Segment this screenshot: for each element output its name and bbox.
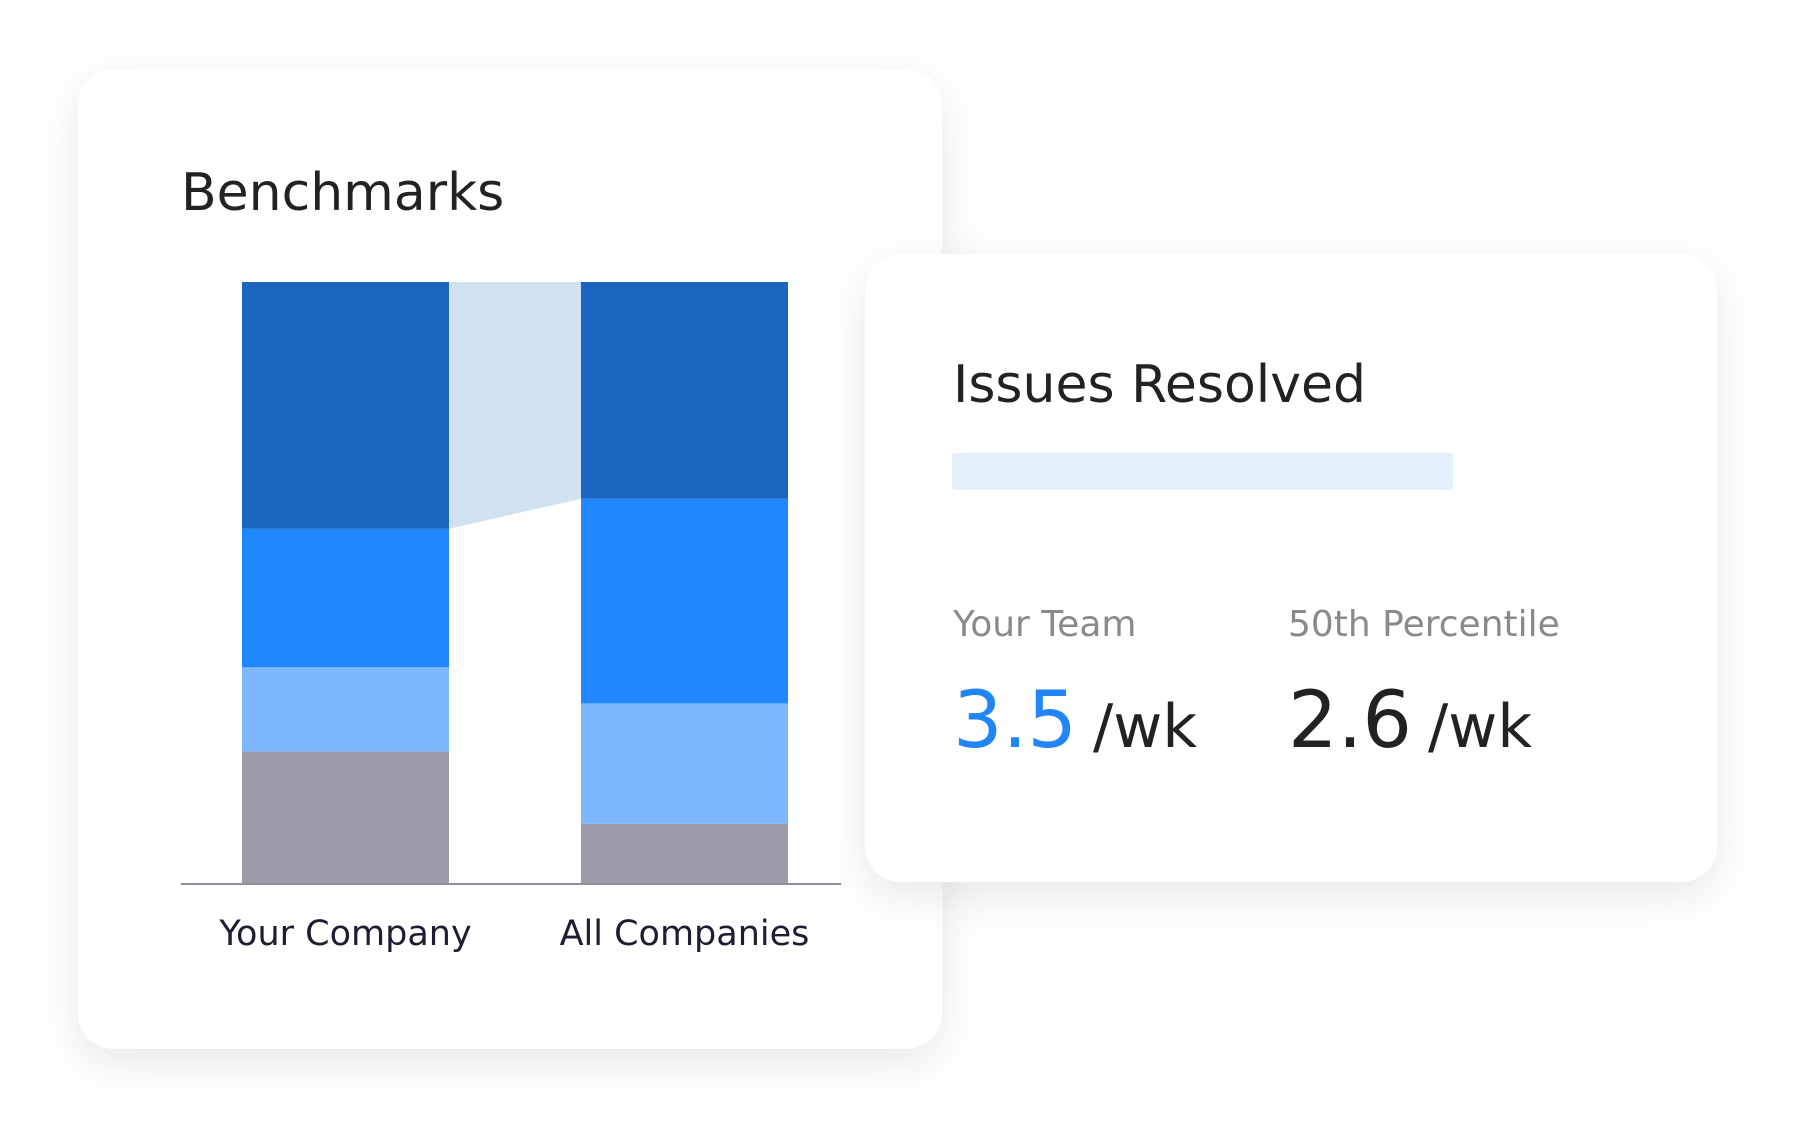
- stat-unit: /wk: [1428, 692, 1532, 762]
- chart-title: Benchmarks: [181, 163, 504, 223]
- bar-segment: [242, 282, 449, 529]
- connector-band: [449, 282, 581, 529]
- stat-number: 2.6: [1288, 676, 1412, 766]
- bar-segment: [581, 282, 788, 499]
- bar-segment: [242, 667, 449, 752]
- chart: Your Company All Companies: [181, 282, 841, 954]
- issues-card: Issues Resolved Your Team 3.5/wk 50th Perc…: [865, 254, 1717, 882]
- issues-card-bg: [865, 254, 1717, 882]
- stat-number: 3.5: [953, 676, 1077, 766]
- x-tick-label: Your Company: [218, 914, 471, 954]
- stat-value: 2.6/wk: [1288, 676, 1532, 766]
- stat-label: 50th Percentile: [1288, 604, 1560, 645]
- bar-segment: [581, 498, 788, 704]
- bar-segment: [581, 823, 788, 884]
- bar-segment: [581, 703, 788, 824]
- stat-label: Your Team: [952, 604, 1136, 645]
- issues-title: Issues Resolved: [953, 355, 1366, 415]
- stat-value: 3.5/wk: [953, 676, 1197, 766]
- x-tick-label: All Companies: [560, 914, 810, 954]
- placeholder-bar: [952, 453, 1453, 490]
- bar-segment: [242, 528, 449, 668]
- bar-segment: [242, 751, 449, 884]
- stat-unit: /wk: [1093, 692, 1197, 762]
